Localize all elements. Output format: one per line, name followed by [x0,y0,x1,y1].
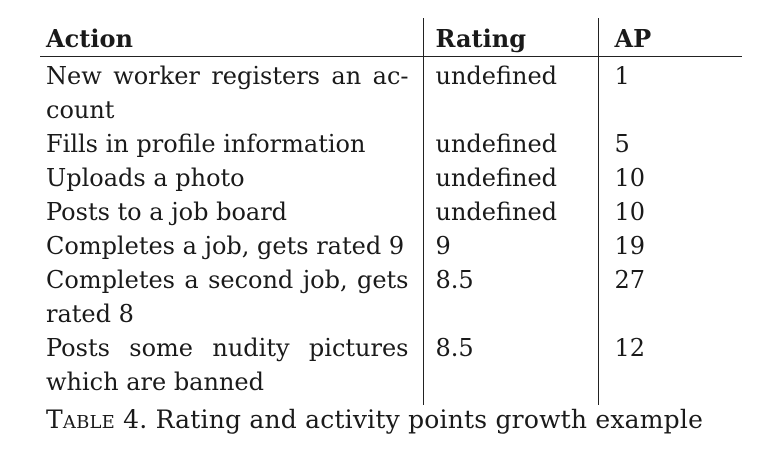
cell-ap: 5 [597,127,742,161]
caption-text: Rating and activity points growth exampl… [155,405,704,434]
cell-rating: undefined [422,195,598,229]
cell-rating: undefined [422,56,598,127]
cell-action: Posts some nudity pictures which are ban… [46,334,409,396]
table-body: New worker registers an ac­count undefin… [40,56,742,405]
cell-ap: 10 [597,161,742,195]
cell-action: Fills in profile information [46,130,366,158]
cell-rating: 9 [422,229,598,263]
cell-rating: undefined [422,161,598,195]
cell-action: Posts to a job board [46,198,288,226]
cell-rating: undefined [422,127,598,161]
table-row: Completes a second job, gets rated 8 8.5… [40,263,742,331]
cell-action: Completes a job, gets rated 9 [46,232,405,260]
cell-ap: 12 [597,331,742,405]
table-row: Uploads a photo undefined 10 [40,161,742,195]
activity-points-table: Action Rating AP New worker registers an… [40,18,742,405]
header-rating: Rating [422,18,598,57]
table-header: Action Rating AP [40,18,742,57]
cell-ap: 10 [597,195,742,229]
cell-action: Completes a second job, gets rated 8 [46,266,409,328]
table-row: Fills in profile information undefined 5 [40,127,742,161]
table-row: Completes a job, gets rated 9 9 19 [40,229,742,263]
cell-ap: 1 [597,56,742,127]
header-ap: AP [597,18,742,57]
table-caption: Table 4. Rating and activity points grow… [46,402,703,438]
cell-rating: 8.5 [422,331,598,405]
cell-rating: 8.5 [422,263,598,331]
header-action: Action [40,18,423,57]
table-row: Posts to a job board undefined 10 [40,195,742,229]
caption-label: Table 4. [46,405,148,434]
cell-ap: 27 [597,263,742,331]
table-row: New worker registers an ac­count undefin… [40,56,742,127]
cell-ap: 19 [597,229,742,263]
activity-points-table-container: Action Rating AP New worker registers an… [40,18,742,405]
cell-action: New worker registers an ac­count [46,62,409,124]
header-row: Action Rating AP [40,18,742,57]
cell-action: Uploads a photo [46,164,245,192]
table-row: Posts some nudity pictures which are ban… [40,331,742,405]
